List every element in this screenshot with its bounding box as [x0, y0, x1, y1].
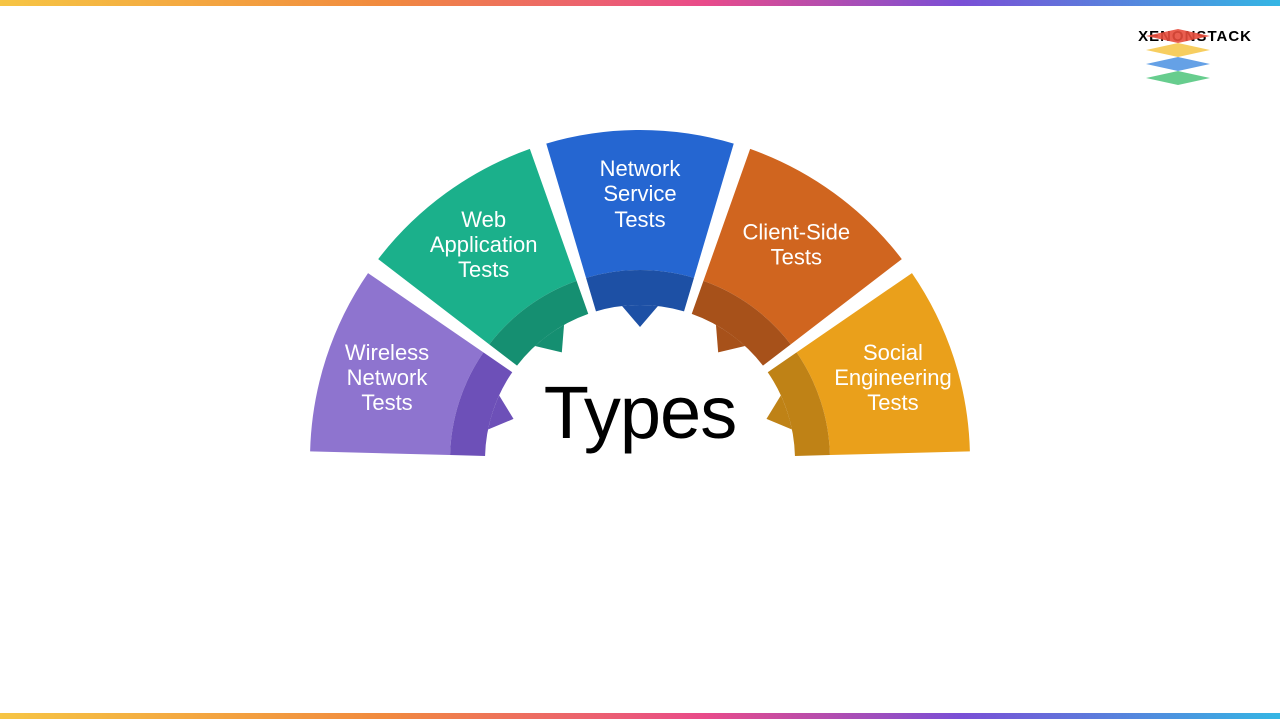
center-title: Types	[544, 370, 736, 455]
top-gradient-border	[0, 0, 1280, 6]
xenonstack-logo: XENONSTACK	[1138, 24, 1252, 45]
arc-segment-label: Client-SideTests	[716, 220, 876, 271]
arc-segment-label: NetworkServiceTests	[560, 156, 720, 232]
arc-segment-label: SocialEngineeringTests	[813, 340, 973, 416]
arc-segment-label: WebApplicationTests	[404, 207, 564, 283]
bottom-gradient-border	[0, 713, 1280, 719]
arc-segment-label: WirelessNetworkTests	[307, 340, 467, 416]
arc-segment-arrow	[622, 305, 658, 327]
types-arc-diagram: Types WirelessNetworkTests WebApplication…	[290, 110, 990, 650]
logo-stack-icon	[1138, 24, 1218, 94]
